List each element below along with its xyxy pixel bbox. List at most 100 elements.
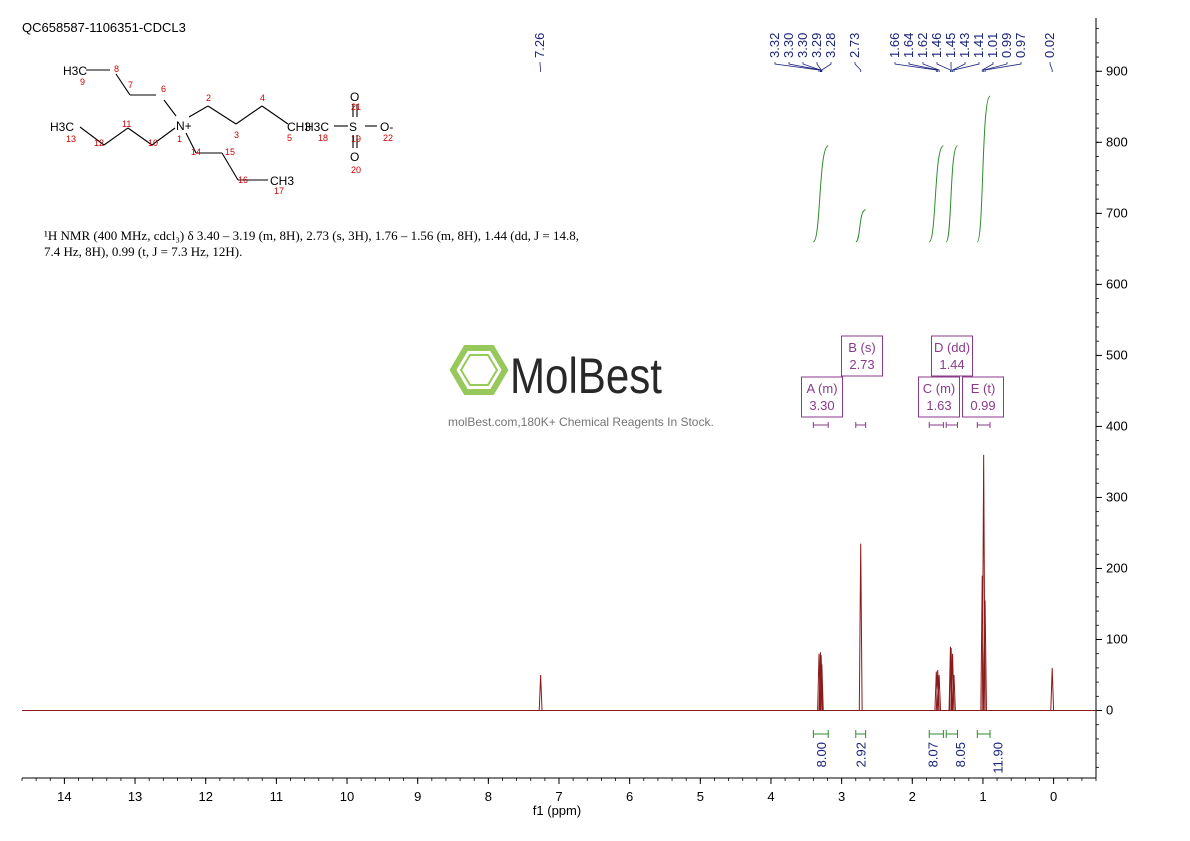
spectrum-peak	[983, 600, 987, 711]
spectrum-peak	[1050, 667, 1055, 711]
atom-number: 4	[260, 93, 265, 103]
x-tick-label: 6	[626, 789, 633, 804]
x-tick-label: 11	[270, 789, 284, 804]
y-tick-label: 300	[1106, 489, 1128, 504]
multiplet-box	[931, 335, 973, 377]
x-tick-label: 4	[767, 789, 774, 804]
atom-label: CH3	[270, 174, 294, 188]
multiplet-box	[962, 376, 1004, 418]
atom-number: 19	[351, 134, 361, 144]
integral-value: 11.90	[991, 742, 1006, 774]
peak-label-connector	[936, 62, 951, 72]
peak-label-connector	[894, 62, 937, 72]
atom-number: 2	[206, 93, 211, 103]
atom-number: 12	[94, 138, 104, 148]
peak-shift-label: 3.29	[809, 33, 824, 58]
peak-shift-label: 1.43	[957, 33, 972, 58]
x-tick-label: 7	[555, 789, 562, 804]
atom-number: 1	[177, 134, 182, 144]
atom-number: 22	[383, 133, 393, 143]
spectrum-peak	[858, 543, 863, 711]
integral-value: 8.00	[814, 742, 829, 767]
y-tick-label: 200	[1106, 560, 1128, 575]
atom-label: CH3	[287, 120, 311, 134]
atom-number: 11	[122, 119, 131, 129]
multiplet-label: D (dd)	[934, 340, 970, 355]
integral-curve	[945, 145, 958, 243]
atom-label: O	[350, 150, 359, 164]
x-tick-label: 2	[909, 789, 916, 804]
multiplet-box	[801, 376, 843, 418]
peak-label-connector	[983, 62, 1008, 72]
atom-number: 21	[351, 102, 361, 112]
y-tick-label: 100	[1106, 631, 1128, 646]
peak-shift-label: 1.41	[971, 33, 986, 58]
x-tick-label: 1	[979, 789, 986, 804]
peak-label-connector	[984, 62, 1022, 72]
peak-label-connector	[953, 62, 980, 72]
peak-shift-label: 2.73	[847, 33, 862, 58]
multiplet-label: B (s)	[848, 340, 875, 355]
atom-label: O-	[380, 120, 393, 134]
peak-label-connector	[774, 62, 820, 72]
atom-number: 9	[80, 77, 85, 87]
x-tick-label: 14	[57, 789, 71, 804]
multiplet-shift: 1.63	[926, 398, 951, 413]
multiplet-shift: 1.44	[939, 357, 964, 372]
spectrum-peak	[980, 575, 985, 711]
peak-shift-label: 3.32	[767, 33, 782, 58]
y-tick-label: 400	[1106, 418, 1128, 433]
y-tick-label: 600	[1106, 276, 1128, 291]
sample-id: QC658587-1106351-CDCL3	[22, 20, 186, 35]
spectrum-peak	[819, 655, 824, 711]
peak-shift-label: 1.62	[915, 33, 930, 58]
peak-shift-label: 1.66	[887, 33, 902, 58]
x-tick-label: 0	[1050, 789, 1057, 804]
peak-label-connector	[539, 62, 542, 72]
peak-shift-label: 3.28	[823, 33, 838, 58]
atom-number: 16	[238, 175, 248, 185]
atom-number: 7	[128, 80, 133, 90]
atom-label: H3C	[50, 120, 74, 134]
integral-curves	[812, 95, 991, 243]
peak-label-connector	[821, 62, 832, 72]
atom-number: 17	[274, 186, 284, 196]
spectrum-peak	[952, 674, 956, 711]
atom-number: 3	[234, 130, 239, 140]
nmr-summary-line-1: ¹H NMR (400 MHz, cdcl₃) δ 3.40 – 3.19 (m…	[44, 228, 579, 243]
x-tick-label: 8	[485, 789, 492, 804]
integral-value: 2.92	[854, 742, 869, 767]
peak-label-connector	[952, 62, 966, 72]
spectrum-peak	[819, 664, 824, 711]
x-tick-label: 5	[697, 789, 704, 804]
integral-curve	[976, 95, 991, 243]
multiplet-box	[841, 335, 883, 377]
multiplet-annotations: A (m) 3.30 B (s) 2.73 C (m) 1.63 D (dd) 1.44 E (…	[801, 335, 1004, 428]
y-tick-label: 500	[1106, 347, 1128, 362]
peak-shift-label: 0.02	[1042, 33, 1057, 58]
x-tick-label: 12	[198, 789, 212, 804]
nmr-summary-line-2: 7.4 Hz, 8H), 0.99 (t, J = 7.3 Hz, 12H).	[44, 244, 242, 259]
multiplet-shift: 2.73	[849, 357, 874, 372]
spectrum	[22, 454, 1096, 712]
multiplet-label: A (m)	[806, 381, 837, 396]
peak-labels: 7.26 3.32 3.30 3.30 3.29 3.28 2.73 1.66 1.64 1.62…	[532, 33, 1057, 72]
x-tick-label: 10	[340, 789, 354, 804]
multiplet-label: E (t)	[971, 381, 996, 396]
integral-value: 8.05	[953, 742, 968, 767]
spectrum-peak	[538, 674, 543, 711]
peak-label-connector	[981, 62, 994, 72]
peak-shift-label: 0.97	[1013, 33, 1028, 58]
spectrum-peak	[937, 674, 942, 711]
atom-number: 6	[161, 84, 166, 94]
watermark-brand: MolBest	[510, 348, 662, 404]
atom-number: 14	[191, 147, 201, 157]
integral-curve	[855, 209, 866, 243]
integral-value: 8.07	[925, 742, 940, 767]
benzene-logo-icon	[449, 345, 509, 395]
multiplet-shift: 0.99	[970, 398, 995, 413]
y-tick-label: 700	[1106, 205, 1128, 220]
atom-label: N+	[176, 119, 192, 133]
peak-shift-label: 3.30	[781, 33, 796, 58]
